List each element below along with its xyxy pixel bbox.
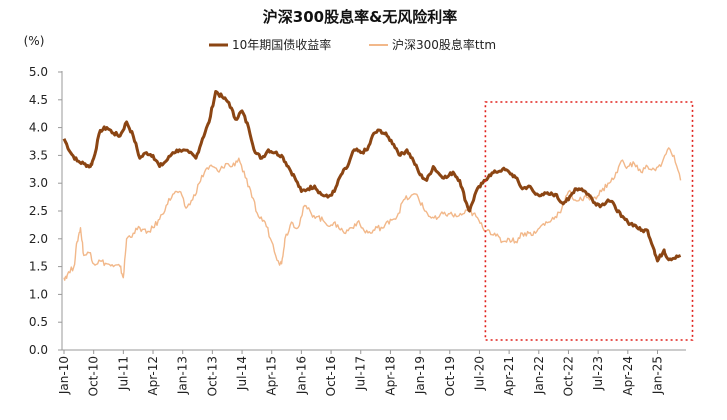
x-tick-label: Apr-21 [502,356,516,396]
x-tick-label: Oct-19 [443,356,457,396]
x-tick-label: Apr-24 [621,356,635,396]
series-line-bond-yield [62,90,682,263]
y-tick-label: 0.5 [29,315,48,329]
x-tick-label: Jul-11 [116,356,130,391]
x-tick-label: Oct-16 [324,356,338,396]
x-tick-label: Jul-17 [354,356,368,391]
y-tick-label: 1.0 [29,287,48,301]
x-tick-label: Jan-19 [413,356,427,395]
x-tick-label: Jan-25 [650,356,664,395]
series-line-dividend-yield [63,147,682,281]
x-tick-label: Apr-18 [383,356,397,396]
y-tick-label: 2.5 [29,204,48,218]
y-tick-label: 4.0 [29,121,48,135]
y-tick-label: 4.5 [29,93,48,107]
x-tick-label: Apr-12 [146,356,160,396]
x-tick-label: Oct-10 [87,356,101,396]
x-tick-label: Jan-22 [532,356,546,395]
y-axis: 0.0 0.5 1.0 1.5 2.0 2.5 3.0 3.5 4.0 4.5 5.0 [29,65,62,357]
x-tick-label: Jan-10 [57,356,71,395]
x-tick-label: Jan-13 [176,356,190,395]
x-tick-label: Jul-14 [235,356,249,391]
y-tick-label: 2.0 [29,232,48,246]
chart-title: 沪深300股息率&无风险利率 [263,8,457,26]
y-axis-unit: (%) [24,34,45,48]
legend-label-dividend-yield: 沪深300股息率ttm [392,37,496,52]
x-tick-label: Oct-13 [205,356,219,396]
x-tick-label: Oct-22 [561,356,575,396]
x-tick-label: Jul-23 [591,356,605,391]
x-tick-label: Jul-20 [472,356,486,391]
y-tick-label: 3.5 [29,148,48,162]
highlight-box [484,101,694,341]
legend-label-bond-yield: 10年期国债收益率 [232,37,331,52]
y-tick-label: 0.0 [29,343,48,357]
y-tick-label: 3.0 [29,176,48,190]
x-tick-label: Apr-15 [265,356,279,396]
legend: 10年期国债收益率 沪深300股息率ttm [209,37,496,52]
y-tick-label: 5.0 [29,65,48,79]
x-axis: Jan-10 Oct-10 Jul-11 Apr-12 Jan-13 Oct-13 Jul-… [57,350,664,396]
x-tick-label: Jan-16 [294,356,308,395]
y-tick-label: 1.5 [29,260,48,274]
